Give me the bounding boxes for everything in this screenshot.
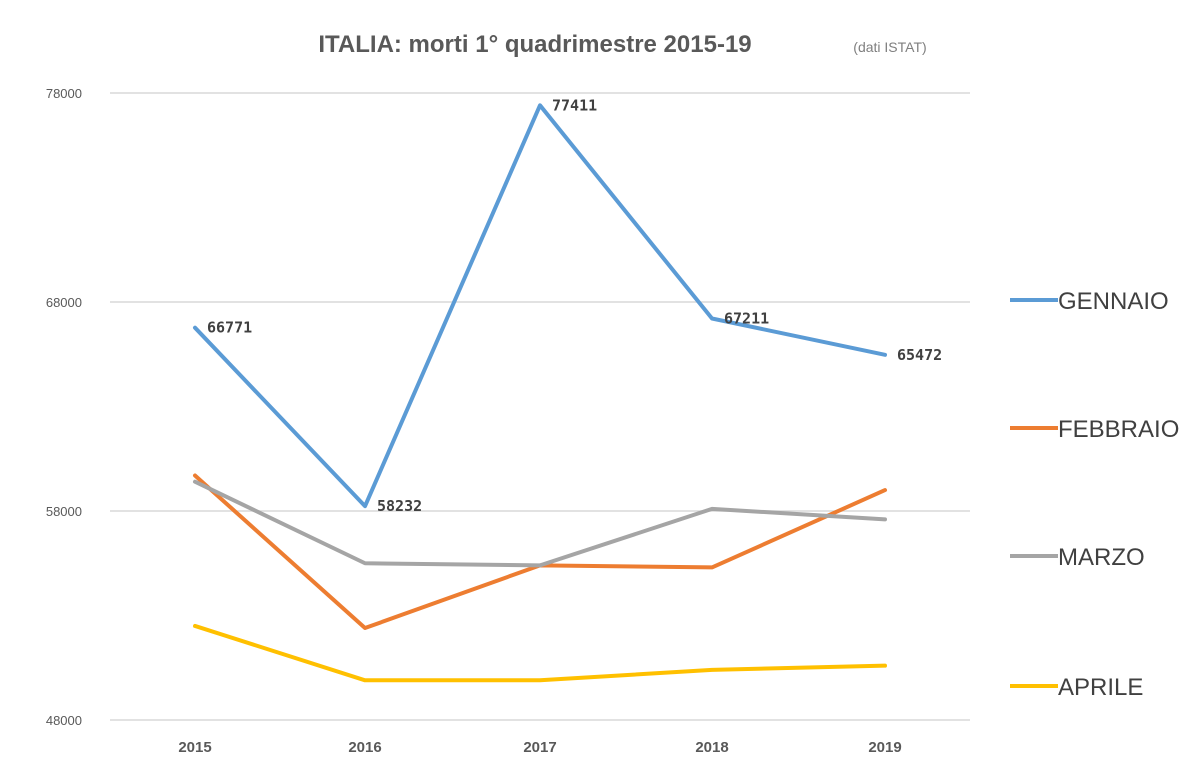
data-label: 66771: [207, 319, 252, 337]
data-label: 65472: [897, 346, 942, 364]
series-line-aprile: [193, 623, 887, 683]
legend-label-aprile: APRILE: [1058, 674, 1143, 701]
data-label: 67211: [724, 309, 769, 327]
y-tick-label: 48000: [46, 713, 82, 728]
y-tick-label: 78000: [46, 86, 82, 101]
axis-ticks: 48000 58000 68000 78000 2015 2016 2017 2018 2019: [46, 86, 902, 756]
gridlines: [110, 92, 970, 721]
x-tick-label: 2019: [868, 739, 901, 756]
x-tick-label: 2016: [348, 739, 381, 756]
data-label: 58232: [377, 497, 422, 515]
data-label: 77411: [552, 96, 597, 114]
chart-subtitle: (dati ISTAT): [853, 39, 926, 55]
chart-title: ITALIA: morti 1° quadrimestre 2015-19: [318, 31, 751, 58]
x-tick-label: 2018: [695, 739, 728, 756]
legend-label-febbraio: FEBBRAIO: [1058, 416, 1179, 443]
legend-label-gennaio: GENNAIO: [1058, 288, 1169, 315]
series-line-marzo: [193, 479, 887, 568]
x-tick-label: 2015: [178, 739, 211, 756]
series-line-febbraio: [193, 473, 887, 631]
series-lines: [193, 103, 887, 683]
series-line-gennaio: [193, 103, 887, 509]
legend: GENNAIO FEBBRAIO MARZO APRILE: [1010, 288, 1179, 701]
y-tick-label: 68000: [46, 295, 82, 310]
data-labels: 66771 58232 77411 67211 65472: [207, 96, 942, 515]
x-tick-label: 2017: [523, 739, 556, 756]
y-tick-label: 58000: [46, 504, 82, 519]
legend-label-marzo: MARZO: [1058, 544, 1145, 571]
